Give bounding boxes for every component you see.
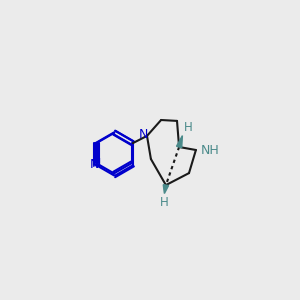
Polygon shape xyxy=(176,136,182,148)
Text: N: N xyxy=(92,157,101,170)
Polygon shape xyxy=(163,184,169,194)
Text: H: H xyxy=(184,121,193,134)
Text: H: H xyxy=(160,196,169,209)
Text: N: N xyxy=(139,128,148,141)
Text: NH: NH xyxy=(200,143,219,157)
Text: N: N xyxy=(90,158,100,171)
